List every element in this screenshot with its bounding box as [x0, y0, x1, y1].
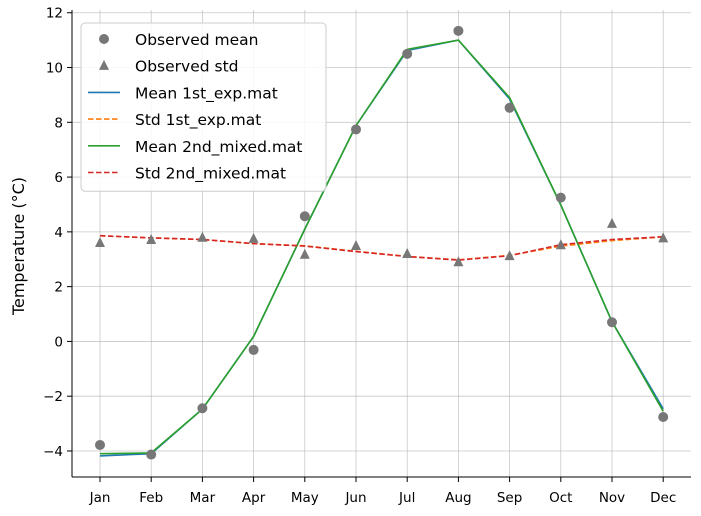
legend-label: Observed std [135, 58, 239, 76]
x-tick-label: May [291, 490, 319, 506]
x-tick-label: Jul [398, 490, 415, 506]
y-tick-label: 0 [54, 334, 63, 350]
data-point-observed-std [402, 247, 413, 258]
data-point-observed-mean [402, 48, 413, 59]
series-line-std-2nd-mixed-mat [99, 234, 664, 261]
x-tick-label: Nov [599, 490, 625, 506]
data-point-observed-mean [555, 192, 566, 203]
data-point-observed-std [351, 240, 361, 251]
ticks: −4 −2 0 2 4 6 8 10 12 Jan Feb Mar Apr May Jun Jul Aug Sep… [43, 6, 676, 506]
legend-label: Mean 2nd_mixed.mat [135, 138, 303, 157]
data-point-observed-std [607, 217, 617, 228]
y-tick-label: 8 [54, 115, 63, 131]
data-point-observed-std [248, 232, 259, 243]
x-tick-label: Jun [344, 490, 366, 506]
data-point-observed-mean [248, 344, 259, 355]
legend: Observed mean Observed std Mean 1st_exp.ma… [80, 22, 327, 192]
legend-label: Std 2nd_mixed.mat [135, 165, 286, 184]
plot-area [95, 25, 669, 460]
x-tick-label: Mar [190, 490, 216, 506]
data-point-observed-mean [453, 25, 464, 36]
series-line-mean-2nd-mixed-mat [99, 39, 664, 455]
data-point-observed-std [146, 234, 157, 245]
axes [71, 10, 691, 478]
y-axis-label: Temperature (°C) [9, 177, 28, 316]
data-point-observed-mean [95, 439, 105, 450]
data-point-observed-mean [197, 403, 208, 414]
y-tick-label: 4 [54, 225, 63, 241]
data-point-observed-std [504, 250, 515, 261]
data-point-observed-mean [351, 124, 361, 135]
legend-label: Std 1st_exp.mat [135, 111, 261, 130]
data-point-observed-mean [607, 317, 617, 328]
x-tick-label: Aug [445, 490, 471, 506]
x-tick-label: Feb [139, 490, 163, 506]
legend-marker-observed-mean [99, 34, 109, 44]
x-tick-label: Jan [89, 490, 111, 506]
data-point-observed-std [555, 239, 566, 250]
data-point-observed-std [658, 232, 669, 243]
y-tick-label: 12 [46, 6, 63, 22]
legend-label: Observed mean [135, 31, 258, 49]
data-point-observed-mean [299, 211, 310, 222]
data-point-observed-std [299, 248, 310, 259]
data-point-observed-mean [658, 412, 669, 423]
data-point-observed-std [197, 231, 208, 242]
y-tick-label: −4 [43, 444, 63, 460]
y-tick-label: −2 [43, 389, 63, 405]
legend-box [80, 22, 327, 192]
y-tick-label: 6 [54, 170, 63, 186]
x-tick-label: Dec [650, 490, 676, 506]
data-point-observed-mean [504, 102, 515, 113]
data-point-observed-std [95, 237, 105, 248]
y-tick-label: 2 [54, 280, 63, 296]
x-tick-label: Sep [497, 490, 522, 506]
legend-marker-observed-std [99, 59, 109, 70]
y-tick-label: 10 [46, 61, 63, 77]
grid [72, 10, 691, 477]
x-tick-label: Apr [242, 490, 266, 506]
data-point-observed-mean [146, 449, 157, 460]
x-tick-label: Oct [549, 490, 572, 506]
data-point-observed-std [453, 256, 464, 267]
legend-label: Mean 1st_exp.mat [135, 84, 278, 103]
